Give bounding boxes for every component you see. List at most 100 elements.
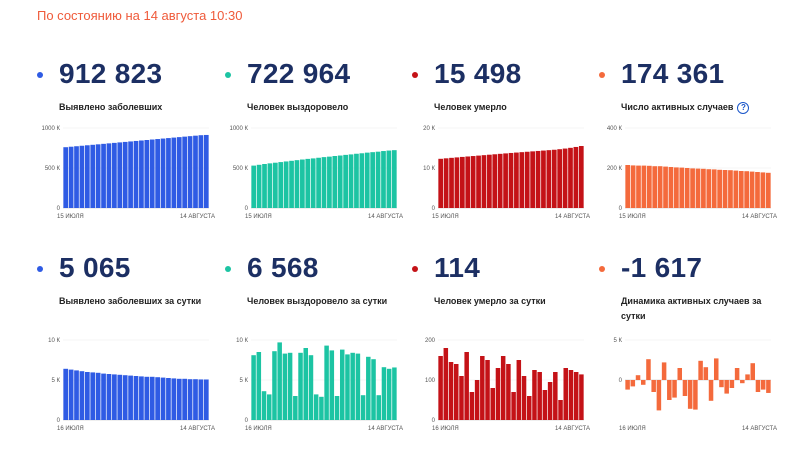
card-value: 722 964: [247, 58, 351, 89]
chart-bar: [160, 138, 166, 208]
chart-bar: [547, 382, 553, 420]
card-active: 174 361 Число активных случаев? 400 К 200…: [599, 58, 779, 273]
chart-bar: [144, 376, 150, 420]
chart-bar: [324, 345, 329, 420]
x-end-label: 14 АВГУСТА: [368, 214, 403, 220]
recovered-chart[interactable]: 1000 К 500 К 0 15 ИЮЛЯ 14 АВГУСТА: [225, 124, 405, 224]
chart-bar: [350, 352, 355, 420]
daily-recovered-chart[interactable]: 10 К 5 К 0 16 ИЮЛЯ 14 АВГУСТА: [225, 336, 405, 436]
chart-bar: [294, 160, 300, 208]
chart-bar: [112, 142, 117, 208]
chart-bar: [542, 390, 548, 420]
card-label: Человек умерло: [434, 102, 507, 112]
chart-bar: [355, 353, 361, 420]
chart-bar: [187, 379, 193, 420]
chart-bar: [443, 158, 449, 208]
chart-bar: [182, 136, 188, 208]
help-icon[interactable]: ?: [737, 101, 750, 114]
chart-bar: [101, 373, 106, 420]
chart-bar: [366, 356, 371, 420]
chart-bar: [345, 354, 350, 420]
chart-bar: [79, 371, 85, 420]
chart-bar: [640, 380, 646, 385]
daily-deaths-chart[interactable]: 200 100 0 16 ИЮЛЯ 14 АВГУСТА: [412, 336, 592, 436]
chart-bar: [524, 151, 530, 208]
chart-bar: [516, 360, 522, 420]
y-tick-label: 500 К: [233, 166, 249, 172]
chart-bar: [370, 152, 376, 208]
chart-bar: [106, 143, 112, 208]
chart-bar: [480, 356, 485, 420]
chart-bar: [546, 150, 552, 208]
y-tick-label: 0: [245, 418, 249, 424]
chart-bar: [630, 165, 636, 208]
daily-cases-chart[interactable]: 10 К 5 К 0 16 ИЮЛЯ 14 АВГУСТА: [37, 336, 217, 436]
chart-bar: [337, 155, 343, 208]
chart-bar: [386, 150, 392, 208]
chart-bar: [448, 362, 454, 420]
chart-bar: [300, 159, 305, 208]
chart-bar: [724, 380, 729, 394]
active-chart[interactable]: 400 К 200 К 0 15 ИЮЛЯ 14 АВГУСТА: [599, 124, 779, 224]
chart-bar: [514, 152, 519, 208]
chart-bar: [532, 370, 537, 420]
chart-bar: [256, 352, 262, 420]
chart-bar: [568, 370, 574, 420]
chart-bar: [63, 147, 69, 208]
chart-bar: [663, 166, 668, 208]
deaths-chart[interactable]: 20 К 10 К 0 15 ИЮЛЯ 14 АВГУСТА: [412, 124, 592, 224]
chart-bar: [386, 368, 392, 420]
chart-bar: [112, 374, 117, 420]
chart-bar: [166, 138, 171, 208]
chart-bar: [652, 166, 658, 208]
chart-bar: [160, 377, 166, 420]
chart-bar: [646, 165, 652, 208]
chart-bar: [459, 156, 465, 208]
daily-active-chart[interactable]: 5 К 0 16 ИЮЛЯ 14 АВГУСТА: [599, 336, 779, 436]
chart-bar: [738, 171, 744, 208]
series-dot: [225, 266, 231, 272]
y-tick-label: 5 К: [240, 378, 249, 384]
chart-bar: [537, 372, 542, 420]
chart-bar: [95, 144, 101, 208]
chart-bar: [729, 380, 735, 388]
y-tick-label: 0: [57, 418, 61, 424]
chart-bar: [765, 172, 771, 208]
chart-bar: [68, 369, 74, 420]
x-end-label: 14 АВГУСТА: [368, 426, 403, 432]
chart-bar: [117, 142, 123, 208]
chart-bar: [474, 380, 480, 420]
chart-bar: [287, 352, 293, 420]
chart-bar: [677, 368, 682, 380]
chart-bar: [530, 151, 535, 208]
chart-bar: [526, 396, 532, 420]
chart-bar: [193, 135, 198, 208]
chart-bar: [521, 376, 527, 420]
card-label: Человек умерло за сутки: [434, 296, 546, 306]
chart-bar: [176, 137, 182, 208]
series-dot: [412, 72, 418, 78]
chart-bar: [79, 145, 85, 208]
chart-bar: [106, 374, 112, 420]
chart-bar: [327, 156, 332, 208]
y-tick-label: 0: [432, 418, 436, 424]
series-dot: [37, 72, 43, 78]
chart-bar: [375, 151, 381, 208]
status-header: По состоянию на 14 августа 10:30: [37, 8, 243, 23]
y-tick-label: 10 К: [423, 166, 435, 172]
chart-bar: [573, 372, 579, 420]
chart-bar: [492, 154, 498, 208]
chart-bar: [667, 380, 672, 400]
chart-bar: [308, 355, 314, 420]
chart-bar: [74, 370, 79, 420]
card-deaths: 15 498 Человек умерло 20 К 10 К 0 15 ИЮЛЯ 14…: [412, 58, 592, 273]
chart-bar: [261, 391, 267, 420]
chart-bar: [319, 396, 324, 420]
chart-bar: [713, 358, 719, 380]
chart-bar: [332, 156, 338, 208]
chart-bar: [464, 352, 469, 420]
cases-chart[interactable]: 1000 К 500 К 0 15 ИЮЛЯ 14 АВГУСТА: [37, 124, 217, 224]
card-label-text: Число активных случаев: [621, 102, 734, 112]
card-recovered: 722 964 Человек выздоровело 1000 К 500 К 0…: [225, 58, 405, 273]
card-daily-active: -1 617 Динамика активных случаев за сутк…: [599, 252, 779, 467]
